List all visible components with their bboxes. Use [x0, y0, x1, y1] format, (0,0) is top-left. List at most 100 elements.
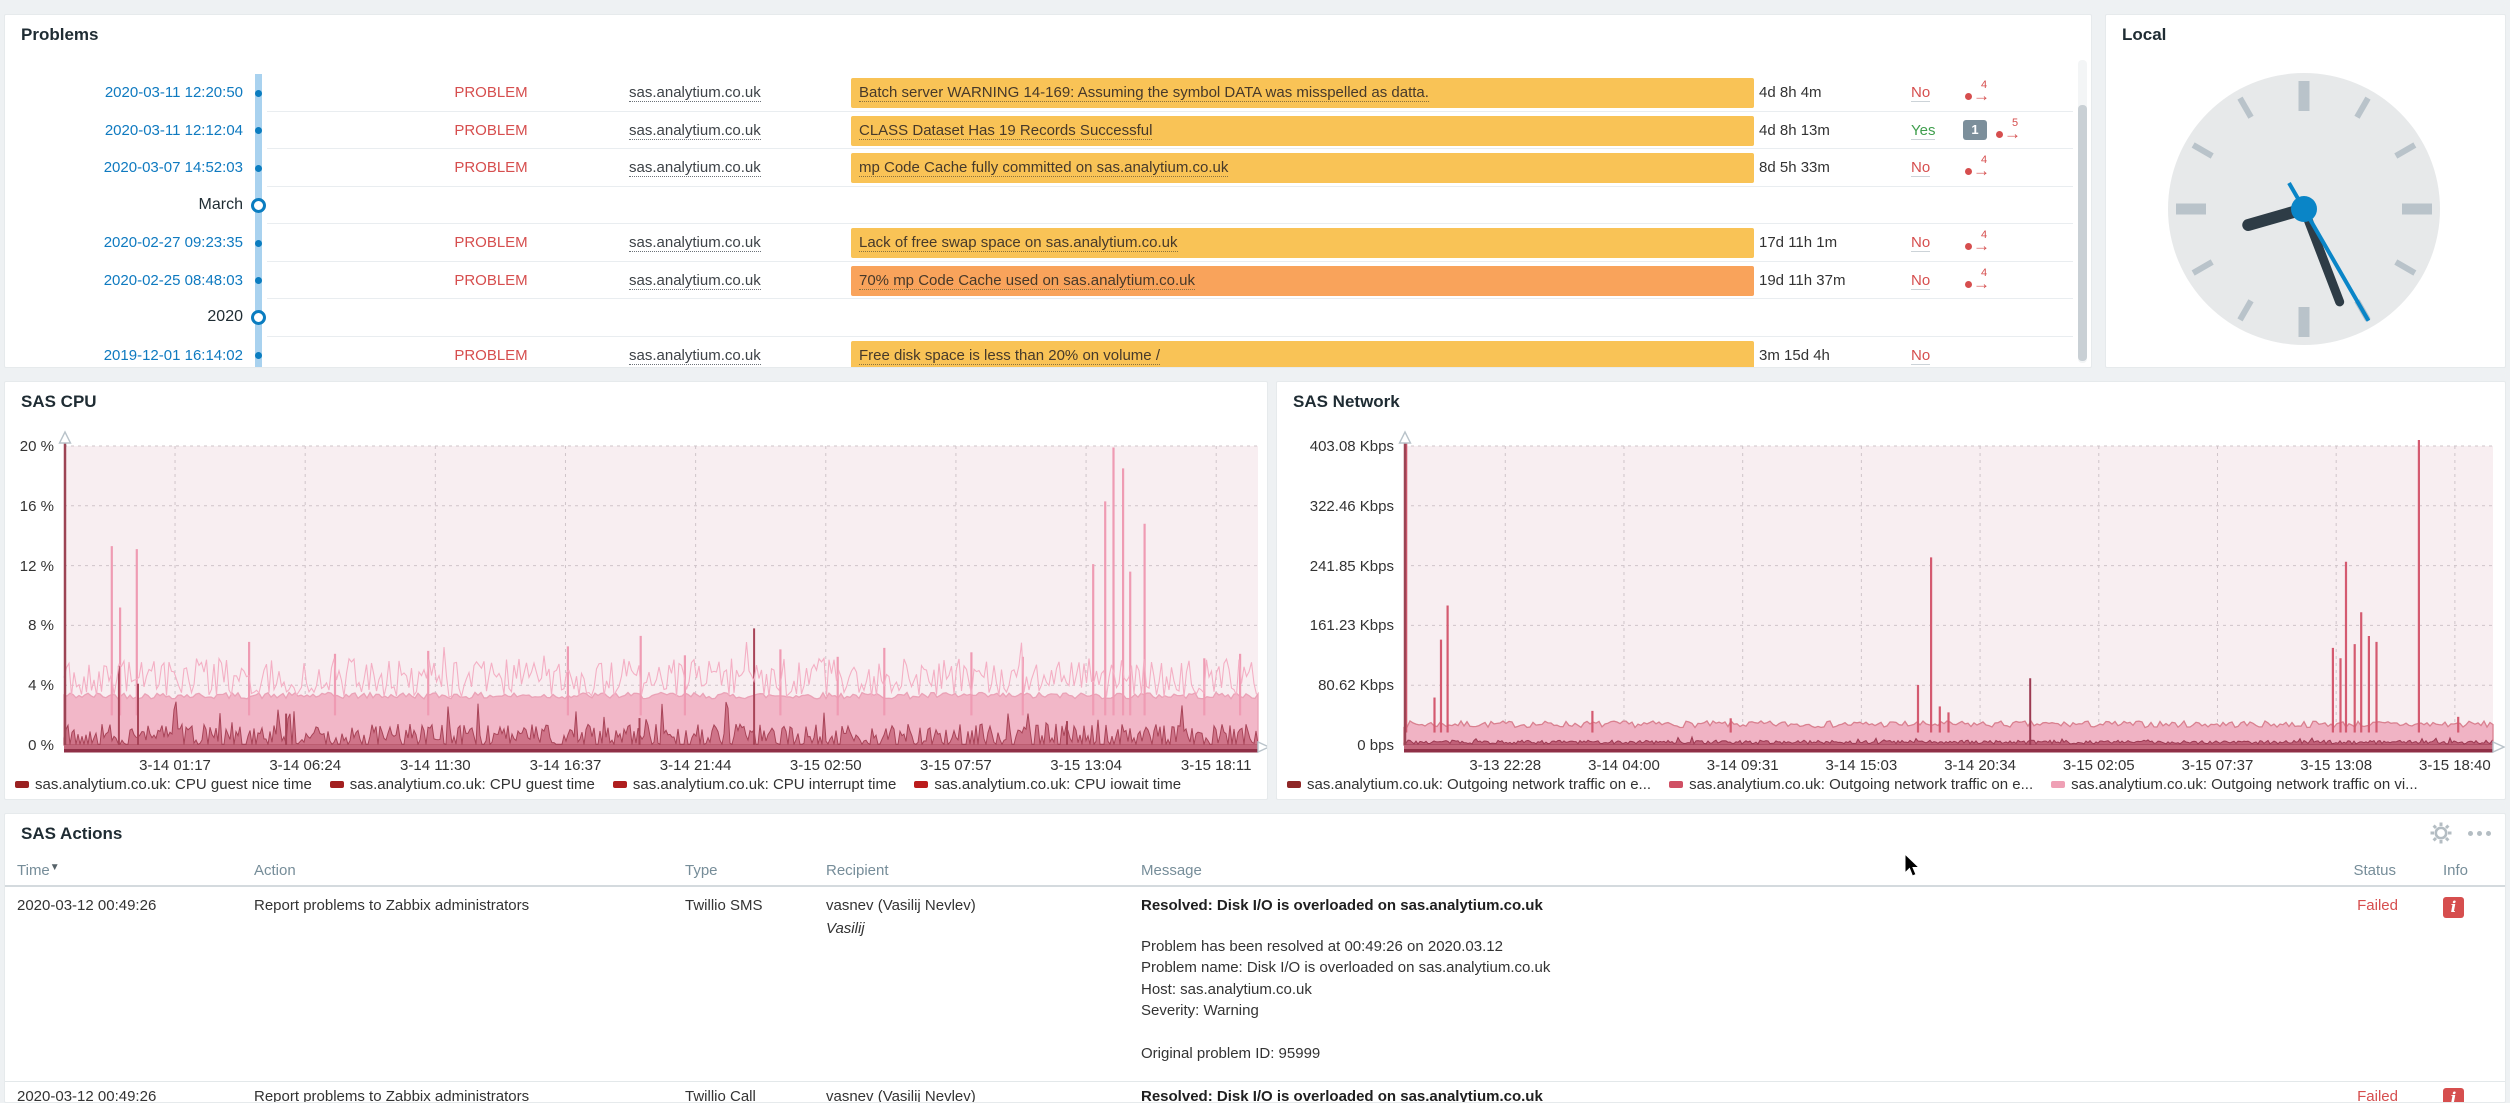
x-axis-label: 3-14 06:24	[269, 757, 341, 774]
info-error-icon[interactable]: i	[2443, 897, 2464, 918]
problem-host-link[interactable]: sas.analytium.co.uk	[629, 122, 761, 140]
action-name: Report problems to Zabbix administrators	[254, 897, 674, 914]
problems-scrollbar[interactable]	[2078, 60, 2087, 363]
problem-message-link[interactable]: Free disk space is less than 20% on volu…	[859, 347, 1160, 365]
problem-ack-link[interactable]: No	[1911, 84, 1930, 102]
action-time: 2020-03-12 00:49:26	[17, 897, 247, 914]
y-axis-label: 12 %	[5, 558, 54, 575]
action-in-progress-icon[interactable]: →4	[1963, 231, 1997, 253]
legend-item: sas.analytium.co.uk: CPU iowait time	[914, 776, 1181, 793]
problem-time-link[interactable]: 2020-03-11 12:20:50	[5, 84, 243, 101]
zero-bar-bottom	[1404, 749, 2493, 753]
clock-tick	[2402, 204, 2432, 215]
message-spacer	[1141, 914, 2291, 936]
legend-color-swatch	[1287, 781, 1301, 788]
problem-status-link[interactable]: PROBLEM	[401, 272, 581, 289]
problem-time-link[interactable]: 2020-02-25 08:48:03	[5, 272, 243, 289]
action-in-progress-icon[interactable]: →4	[1963, 81, 1997, 103]
problem-time-link[interactable]: 2020-03-07 14:52:03	[5, 159, 243, 176]
action-dot-icon	[1965, 243, 1972, 250]
problem-duration: 4d 8h 13m	[1759, 122, 1830, 139]
message-body-line: Host: sas.analytium.co.uk	[1141, 979, 2291, 1001]
problems-row: 2020-03-07 14:52:03 PROBLEM sas.analytium.…	[5, 149, 2091, 187]
action-in-progress-icon[interactable]: →5	[1994, 119, 2028, 141]
problem-duration: 8d 5h 33m	[1759, 159, 1830, 176]
actions-column-header-type: Type	[685, 862, 718, 879]
legend-color-swatch	[613, 781, 627, 788]
actions-column-header-time[interactable]: Time ▼	[17, 862, 50, 879]
problem-ack-link[interactable]: Yes	[1911, 122, 1935, 140]
problem-host-link[interactable]: sas.analytium.co.uk	[629, 234, 761, 252]
action-in-progress-icon[interactable]: →4	[1963, 269, 1997, 291]
problem-ack-link[interactable]: No	[1911, 234, 1930, 252]
problem-ack-link[interactable]: No	[1911, 159, 1930, 177]
problem-message-link[interactable]: mp Code Cache fully committed on sas.ana…	[859, 159, 1228, 177]
x-axis-label: 3-15 18:40	[2419, 757, 2491, 774]
message-body-line: Original problem ID: 95999	[1141, 1043, 2291, 1065]
legend-color-swatch	[330, 781, 344, 788]
problem-host-link[interactable]: sas.analytium.co.uk	[629, 159, 761, 177]
problem-time-link[interactable]: 2020-02-27 09:23:35	[5, 234, 243, 251]
action-info: i	[2443, 1088, 2483, 1103]
x-axis-label: 3-15 13:04	[1050, 757, 1122, 774]
problem-host-link[interactable]: sas.analytium.co.uk	[629, 84, 761, 102]
problem-severity-bar: CLASS Dataset Has 19 Records Successful	[851, 116, 1754, 146]
problem-message-link[interactable]: CLASS Dataset Has 19 Records Successful	[859, 122, 1152, 140]
recipient-username: vasnev (Vasilij Nevlev)	[826, 897, 1126, 914]
problem-action-icons: →4	[1963, 231, 1997, 253]
message-bubble-icon[interactable]: 1	[1963, 120, 1987, 140]
timeline-marker-label: 2020	[5, 308, 243, 326]
actions-header-divider	[5, 885, 2505, 887]
legend-label: sas.analytium.co.uk: CPU iowait time	[934, 776, 1181, 793]
problem-time-link[interactable]: 2019-12-01 16:14:02	[5, 347, 243, 364]
problem-severity-bar: Free disk space is less than 20% on volu…	[851, 341, 1754, 369]
gear-icon[interactable]	[2430, 822, 2452, 844]
zero-bar-top	[64, 745, 1258, 749]
action-type: Twillio SMS	[685, 897, 820, 914]
problem-host-link[interactable]: sas.analytium.co.uk	[629, 347, 761, 365]
panel-cpu-plot-area[interactable]	[64, 446, 1258, 752]
x-axis-label: 3-14 04:00	[1588, 757, 1660, 774]
problem-status-link[interactable]: PROBLEM	[401, 234, 581, 251]
more-options-icon[interactable]	[2468, 831, 2491, 836]
problems-row: 2020	[5, 299, 2091, 337]
sort-desc-icon: ▼	[50, 862, 60, 873]
x-axis-label: 3-15 07:37	[2182, 757, 2254, 774]
problem-status-link[interactable]: PROBLEM	[401, 122, 581, 139]
action-status: Failed	[2295, 1088, 2398, 1103]
problems-row: 2020-02-25 08:48:03 PROBLEM sas.analytium.…	[5, 262, 2091, 300]
recipient-alias: Vasilij	[826, 920, 1126, 937]
info-error-icon[interactable]: i	[2443, 1088, 2464, 1103]
actions-table-header: Time ▼ActionTypeRecipientMessageStatusIn…	[5, 862, 2505, 886]
clock-tick	[2299, 307, 2310, 337]
problem-message-link[interactable]: 70% mp Code Cache used on sas.analytium.…	[859, 272, 1195, 290]
actions-column-header-message: Message	[1141, 862, 1202, 879]
action-dot-icon	[1965, 93, 1972, 100]
y-axis-label: 8 %	[5, 617, 54, 634]
x-axis-arrow-icon	[1258, 742, 1268, 752]
plot-background	[1404, 446, 2493, 745]
timeline-dot	[255, 352, 262, 359]
problem-time-link[interactable]: 2020-03-11 12:12:04	[5, 122, 243, 139]
problem-ack-link[interactable]: No	[1911, 347, 1930, 365]
panel-network-plot-area[interactable]	[1404, 446, 2493, 752]
action-count: 5	[2012, 117, 2018, 129]
problem-status-link[interactable]: PROBLEM	[401, 159, 581, 176]
legend-color-swatch	[914, 781, 928, 788]
problem-message-link[interactable]: Batch server WARNING 14-169: Assuming th…	[859, 84, 1429, 102]
action-in-progress-icon[interactable]: →4	[1963, 156, 1997, 178]
y-axis-label: 241.85 Kbps	[1277, 558, 1394, 575]
problem-action-icons: →4	[1963, 156, 1997, 178]
problem-status-link[interactable]: PROBLEM	[401, 347, 581, 364]
problem-message-link[interactable]: Lack of free swap space on sas.analytium…	[859, 234, 1178, 252]
clock-tick	[2299, 81, 2310, 111]
actions-column-header-action: Action	[254, 862, 296, 879]
y-axis-label: 403.08 Kbps	[1277, 438, 1394, 455]
chart-legend: sas.analytium.co.uk: Outgoing network tr…	[1287, 776, 2418, 793]
problem-ack-link[interactable]: No	[1911, 272, 1930, 290]
y-axis-label: 16 %	[5, 498, 54, 515]
action-time: 2020-03-12 00:49:26	[17, 1088, 247, 1103]
problem-host-link[interactable]: sas.analytium.co.uk	[629, 272, 761, 290]
problems-scrollbar-thumb[interactable]	[2078, 105, 2087, 361]
problem-status-link[interactable]: PROBLEM	[401, 84, 581, 101]
